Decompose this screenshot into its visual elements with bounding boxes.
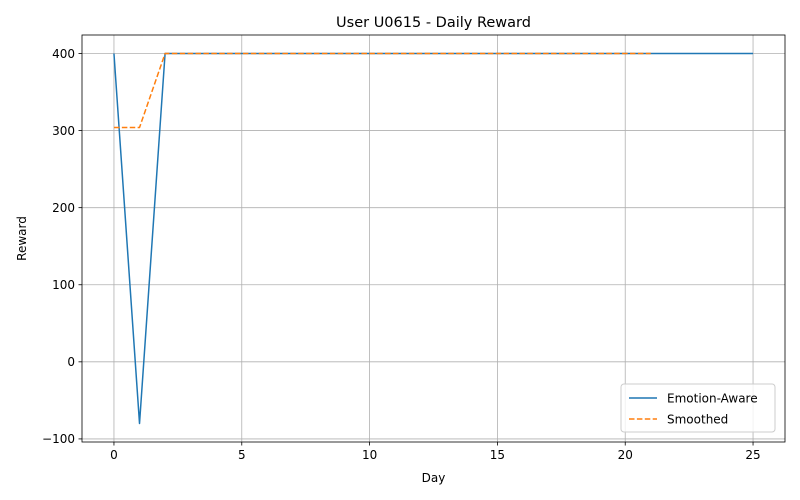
x-tick-label: 25 <box>745 448 760 462</box>
y-tick-label: 200 <box>52 201 75 215</box>
y-tick-label: 400 <box>52 47 75 61</box>
x-tick-label: 20 <box>618 448 633 462</box>
y-tick-label: 300 <box>52 124 75 138</box>
y-tick-label: 100 <box>52 278 75 292</box>
x-tick-label: 15 <box>490 448 505 462</box>
legend-label: Smoothed <box>667 412 728 426</box>
chart-title: User U0615 - Daily Reward <box>336 15 531 31</box>
x-tick-label: 5 <box>238 448 246 462</box>
series-line-emotion-aware <box>113 52 754 425</box>
legend: Emotion-Aware Smoothed <box>620 383 776 433</box>
legend-label: Emotion-Aware <box>667 391 758 405</box>
grid <box>82 35 785 442</box>
series-line-smoothed <box>113 52 651 129</box>
x-axis-label: Day <box>422 471 446 485</box>
y-tick-label: 0 <box>67 355 75 369</box>
y-tick-label: −100 <box>42 432 75 446</box>
x-tick-label: 0 <box>110 448 118 462</box>
axis-ticks: 0 5 10 15 20 25 −100 0 100 200 300 400 <box>42 47 761 462</box>
x-tick-label: 10 <box>362 448 377 462</box>
series-lines <box>113 52 754 425</box>
y-axis-label: Reward <box>15 216 29 261</box>
axes-frame <box>81 34 786 443</box>
legend-box <box>620 383 776 433</box>
